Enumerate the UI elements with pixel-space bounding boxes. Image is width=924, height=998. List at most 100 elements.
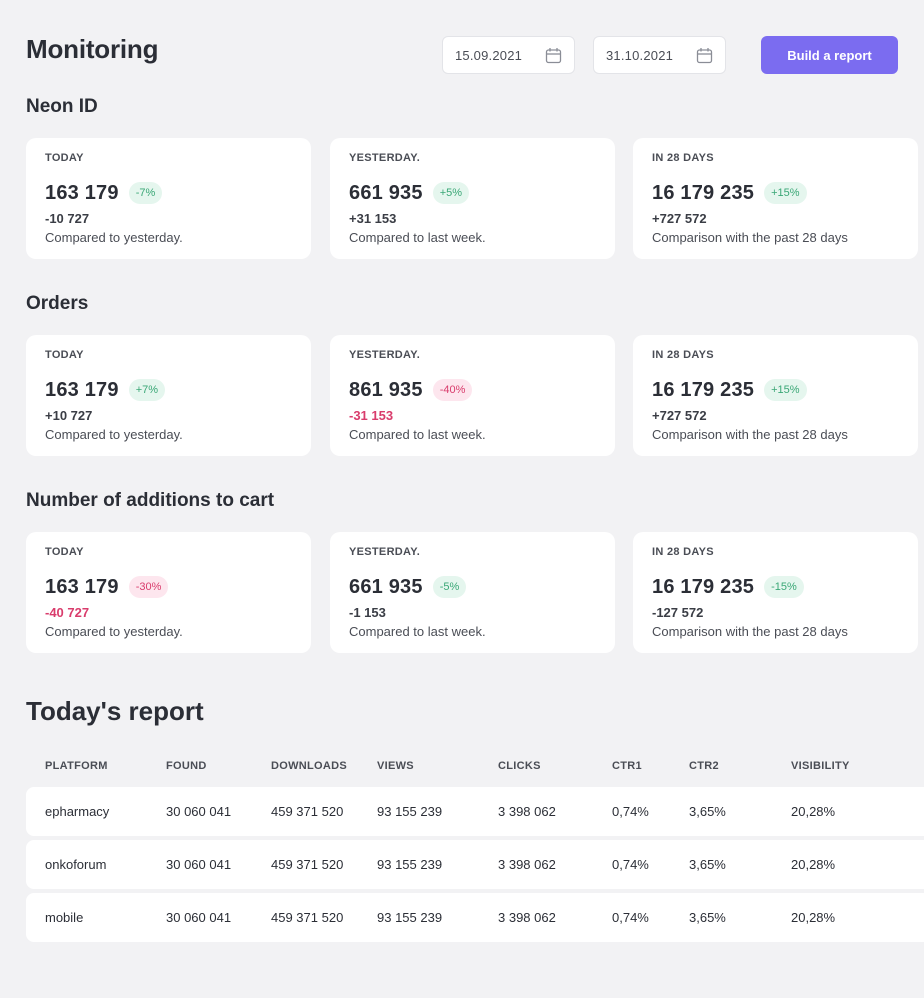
cell-ctr2: 3,65% bbox=[689, 804, 726, 819]
metric-card: YESTERDAY. 861 935 -40% -31 153 Compared to … bbox=[330, 335, 615, 456]
cell-found: 30 060 041 bbox=[166, 857, 232, 872]
build-report-button[interactable]: Build a report bbox=[761, 36, 898, 74]
report-title: Today's report bbox=[26, 696, 204, 726]
date-from-value: 15.09.2021 bbox=[455, 47, 523, 63]
metric-period-label: YESTERDAY. bbox=[349, 546, 421, 558]
column-header-visibility: VISIBILITY bbox=[791, 760, 850, 772]
report-table-header: PLATFORM FOUND DOWNLOADS VIEWS CLICKS CT… bbox=[26, 760, 924, 774]
metric-delta: +727 572 bbox=[652, 211, 707, 226]
metric-value: 16 179 235 bbox=[652, 575, 755, 598]
metric-card: YESTERDAY. 661 935 -5% -1 153 Compared to la… bbox=[330, 532, 615, 653]
metric-delta: +31 153 bbox=[349, 211, 397, 226]
column-header-views: VIEWS bbox=[377, 760, 414, 772]
date-to-value: 31.10.2021 bbox=[606, 47, 674, 63]
metric-card: IN 28 DAYS 16 179 235 +15% +727 572 Comparis… bbox=[633, 138, 918, 259]
cell-ctr1: 0,74% bbox=[612, 804, 649, 819]
table-row[interactable]: onkoforum 30 060 041 459 371 520 93 155 239… bbox=[26, 840, 924, 889]
metric-value: 661 935 bbox=[349, 181, 423, 204]
section-title: Orders bbox=[26, 293, 89, 314]
cell-visibility: 20,28% bbox=[791, 804, 836, 819]
cell-clicks: 3 398 062 bbox=[498, 910, 556, 925]
metric-card: IN 28 DAYS 16 179 235 -15% -127 572 Comparis… bbox=[633, 532, 918, 653]
cell-downloads: 459 371 520 bbox=[271, 804, 344, 819]
cell-ctr1: 0,74% bbox=[612, 857, 649, 872]
change-badge: -15% bbox=[764, 576, 804, 598]
table-row[interactable]: epharmacy 30 060 041 459 371 520 93 155 239… bbox=[26, 787, 924, 836]
metric-period-label: TODAY bbox=[45, 546, 84, 558]
metric-delta: -127 572 bbox=[652, 605, 704, 620]
metric-card: TODAY 163 179 -30% -40 727 Compared to yeste… bbox=[26, 532, 311, 653]
column-header-ctr1: CTR1 bbox=[612, 760, 642, 772]
cell-views: 93 155 239 bbox=[377, 857, 443, 872]
cell-platform: onkoforum bbox=[45, 857, 107, 872]
column-header-platform: PLATFORM bbox=[45, 760, 108, 772]
cell-views: 93 155 239 bbox=[377, 804, 443, 819]
cell-found: 30 060 041 bbox=[166, 804, 232, 819]
cell-views: 93 155 239 bbox=[377, 910, 443, 925]
page-title: Monitoring bbox=[26, 34, 159, 64]
change-badge: -7% bbox=[128, 182, 163, 204]
column-header-clicks: CLICKS bbox=[498, 760, 541, 772]
metric-card: TODAY 163 179 -7% -10 727 Compared to yester… bbox=[26, 138, 311, 259]
metric-period-label: TODAY bbox=[45, 152, 84, 164]
change-badge: +5% bbox=[432, 182, 470, 204]
metric-period-label: IN 28 DAYS bbox=[652, 152, 714, 164]
cell-downloads: 459 371 520 bbox=[271, 857, 344, 872]
metric-period-label: YESTERDAY. bbox=[349, 152, 421, 164]
metric-period-label: IN 28 DAYS bbox=[652, 546, 714, 558]
metric-delta: -31 153 bbox=[349, 408, 394, 423]
metric-caption: Comparison with the past 28 days bbox=[652, 230, 848, 245]
metric-card: YESTERDAY. 661 935 +5% +31 153 Compared to l… bbox=[330, 138, 615, 259]
change-badge: +15% bbox=[764, 379, 807, 401]
metric-delta: +727 572 bbox=[652, 408, 707, 423]
cell-visibility: 20,28% bbox=[791, 857, 836, 872]
table-row[interactable]: mobile 30 060 041 459 371 520 93 155 239 3 3… bbox=[26, 893, 924, 942]
metric-delta: -10 727 bbox=[45, 211, 90, 226]
metric-value: 661 935 bbox=[349, 575, 423, 598]
change-badge: -5% bbox=[432, 576, 467, 598]
metric-period-label: TODAY bbox=[45, 349, 84, 361]
cell-found: 30 060 041 bbox=[166, 910, 232, 925]
cell-platform: mobile bbox=[45, 910, 84, 925]
cell-ctr2: 3,65% bbox=[689, 857, 726, 872]
metric-value: 16 179 235 bbox=[652, 181, 755, 204]
change-badge: -40% bbox=[432, 379, 473, 401]
change-badge: +7% bbox=[128, 379, 166, 401]
metric-value: 163 179 bbox=[45, 378, 119, 401]
cell-clicks: 3 398 062 bbox=[498, 857, 556, 872]
metric-caption: Compared to yesterday. bbox=[45, 230, 183, 245]
metric-caption: Compared to yesterday. bbox=[45, 624, 183, 639]
metric-card: IN 28 DAYS 16 179 235 +15% +727 572 Comparis… bbox=[633, 335, 918, 456]
metric-value: 861 935 bbox=[349, 378, 423, 401]
section-title: Number of additions to cart bbox=[26, 490, 275, 511]
column-header-ctr2: CTR2 bbox=[689, 760, 719, 772]
metric-caption: Compared to yesterday. bbox=[45, 427, 183, 442]
cell-clicks: 3 398 062 bbox=[498, 804, 556, 819]
date-to-field[interactable]: 31.10.2021 bbox=[593, 36, 726, 74]
cell-downloads: 459 371 520 bbox=[271, 910, 344, 925]
metric-delta: -40 727 bbox=[45, 605, 90, 620]
metric-caption: Compared to last week. bbox=[349, 230, 486, 245]
cell-platform: epharmacy bbox=[45, 804, 110, 819]
metric-caption: Comparison with the past 28 days bbox=[652, 624, 848, 639]
cell-ctr2: 3,65% bbox=[689, 910, 726, 925]
cell-ctr1: 0,74% bbox=[612, 910, 649, 925]
metric-caption: Comparison with the past 28 days bbox=[652, 427, 848, 442]
metric-value: 163 179 bbox=[45, 181, 119, 204]
metric-delta: -1 153 bbox=[349, 605, 386, 620]
date-from-field[interactable]: 15.09.2021 bbox=[442, 36, 575, 74]
metric-card: TODAY 163 179 +7% +10 727 Compared to yester… bbox=[26, 335, 311, 456]
metric-period-label: IN 28 DAYS bbox=[652, 349, 714, 361]
calendar-icon bbox=[696, 47, 713, 63]
change-badge: -30% bbox=[128, 576, 169, 598]
column-header-downloads: DOWNLOADS bbox=[271, 760, 348, 772]
metric-value: 163 179 bbox=[45, 575, 119, 598]
metric-delta: +10 727 bbox=[45, 408, 93, 423]
section-title: Neon ID bbox=[26, 96, 98, 117]
metric-value: 16 179 235 bbox=[652, 378, 755, 401]
metric-caption: Compared to last week. bbox=[349, 427, 486, 442]
column-header-found: FOUND bbox=[166, 760, 207, 772]
metric-period-label: YESTERDAY. bbox=[349, 349, 421, 361]
cell-visibility: 20,28% bbox=[791, 910, 836, 925]
calendar-icon bbox=[545, 47, 562, 63]
